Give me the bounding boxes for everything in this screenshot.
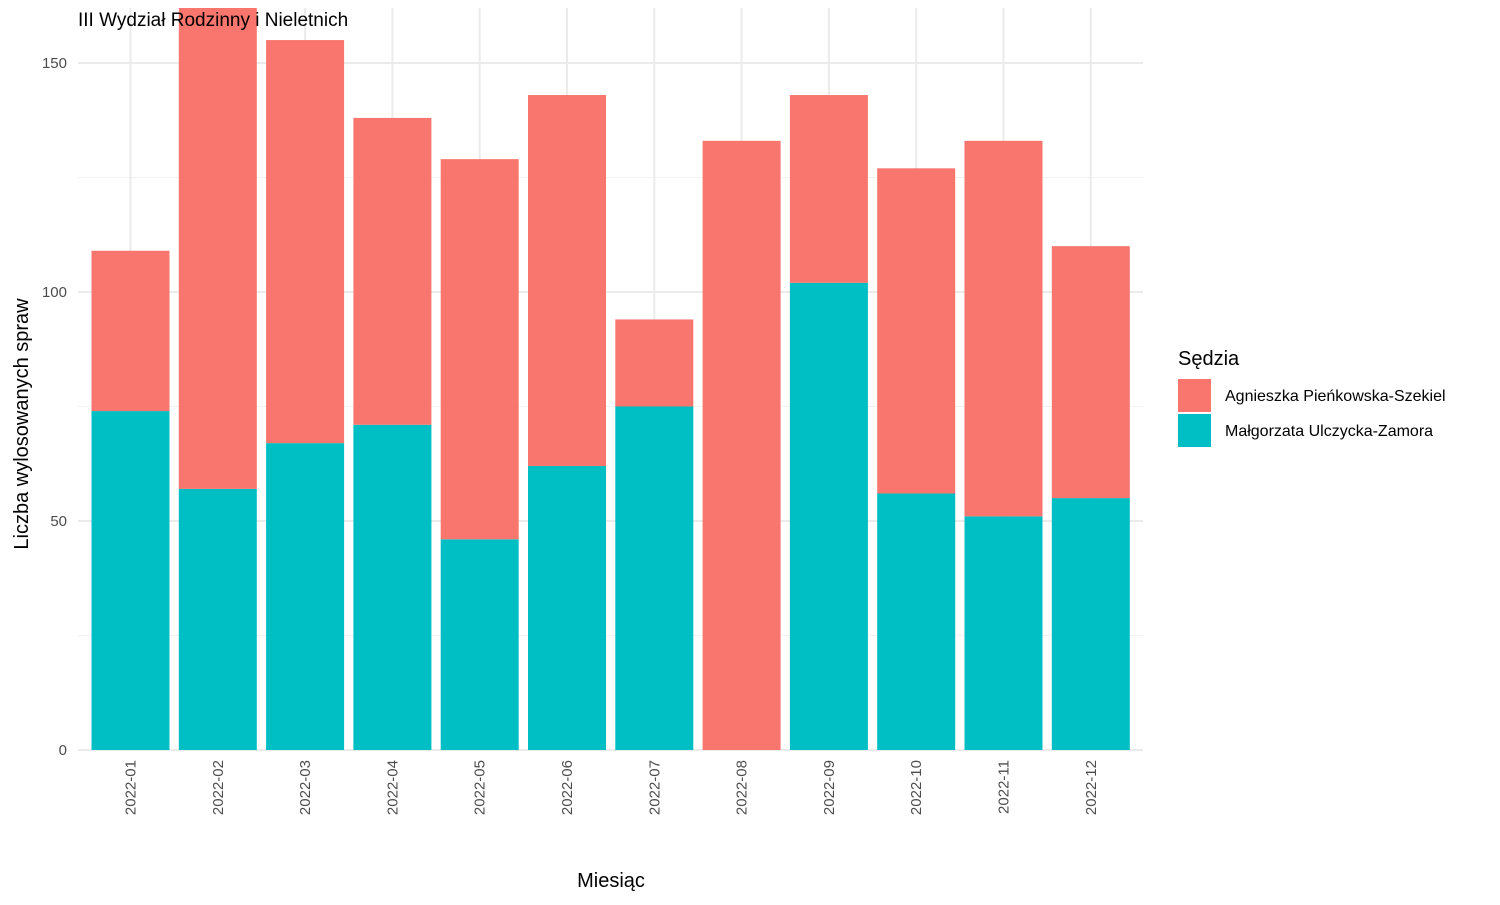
- legend-label: Małgorzata Ulczycka-Zamora: [1225, 423, 1433, 440]
- y-tick-label: 50: [50, 513, 67, 530]
- bar-segment-pienkowska-2022-04: [353, 117, 432, 425]
- bar-segment-pienkowska-2022-10: [877, 168, 956, 494]
- bar-segment-ulczycka-2022-03: [266, 443, 345, 750]
- chart-title: III Wydział Rodzinny i Nieletnich: [78, 10, 348, 31]
- bar-segment-ulczycka-2022-02: [178, 488, 257, 750]
- bar-segment-ulczycka-2022-12: [1051, 498, 1130, 750]
- x-tick-label: 2022-02: [210, 760, 227, 815]
- x-tick-label: 2022-08: [734, 760, 751, 815]
- bar-segment-ulczycka-2022-11: [964, 516, 1043, 750]
- x-tick-label: 2022-12: [1083, 760, 1100, 815]
- x-tick-label: 2022-09: [821, 760, 838, 815]
- bar-segment-pienkowska-2022-09: [789, 95, 868, 283]
- bars: [91, 8, 1130, 751]
- bar-segment-pienkowska-2022-12: [1051, 246, 1130, 499]
- x-tick-label: 2022-07: [646, 760, 663, 815]
- legend-swatch: [1178, 414, 1211, 447]
- bar-segment-pienkowska-2022-05: [440, 159, 519, 540]
- legend-label: Agnieszka Pieńkowska-Szekiel: [1225, 388, 1446, 405]
- bar-segment-ulczycka-2022-05: [440, 539, 519, 750]
- bar-segment-ulczycka-2022-07: [615, 406, 694, 750]
- x-tick-label: 2022-03: [297, 760, 314, 815]
- legend-swatch: [1178, 379, 1211, 412]
- x-tick-label: 2022-04: [384, 760, 401, 815]
- bar-segment-pienkowska-2022-07: [615, 319, 694, 407]
- bar-segment-ulczycka-2022-06: [528, 466, 606, 750]
- legend-title: Sędzia: [1178, 348, 1240, 370]
- bar-segment-pienkowska-2022-06: [528, 95, 606, 467]
- bar-segment-pienkowska-2022-03: [266, 40, 345, 444]
- y-tick-label: 0: [59, 742, 67, 759]
- bar-segment-pienkowska-2022-02: [178, 8, 257, 489]
- x-tick-label: 2022-10: [908, 760, 925, 815]
- bar-segment-pienkowska-2022-11: [964, 140, 1043, 517]
- x-tick-label: 2022-05: [472, 760, 489, 815]
- y-tick-label: 150: [42, 55, 67, 72]
- bar-segment-pienkowska-2022-01: [91, 250, 170, 412]
- y-tick-label: 100: [42, 284, 67, 301]
- bar-segment-pienkowska-2022-08: [702, 140, 781, 751]
- bar-segment-ulczycka-2022-01: [91, 411, 170, 750]
- axes: 0 50 100 150 2022-01 2022-02 2022-03 2022-04 202…: [42, 55, 1100, 815]
- legend: Sędzia Agnieszka Pieńkowska-Szekiel Małgo…: [1178, 348, 1446, 447]
- x-tick-label: 2022-06: [559, 760, 576, 815]
- x-tick-label: 2022-01: [123, 760, 140, 815]
- bar-segment-ulczycka-2022-04: [353, 424, 432, 750]
- x-tick-label: 2022-11: [996, 760, 1013, 814]
- x-axis-title: Miesiąc: [577, 870, 645, 892]
- y-axis-title: Liczba wylosowanych spraw: [11, 298, 33, 550]
- bar-segment-ulczycka-2022-10: [877, 493, 956, 750]
- bar-segment-ulczycka-2022-09: [789, 282, 868, 750]
